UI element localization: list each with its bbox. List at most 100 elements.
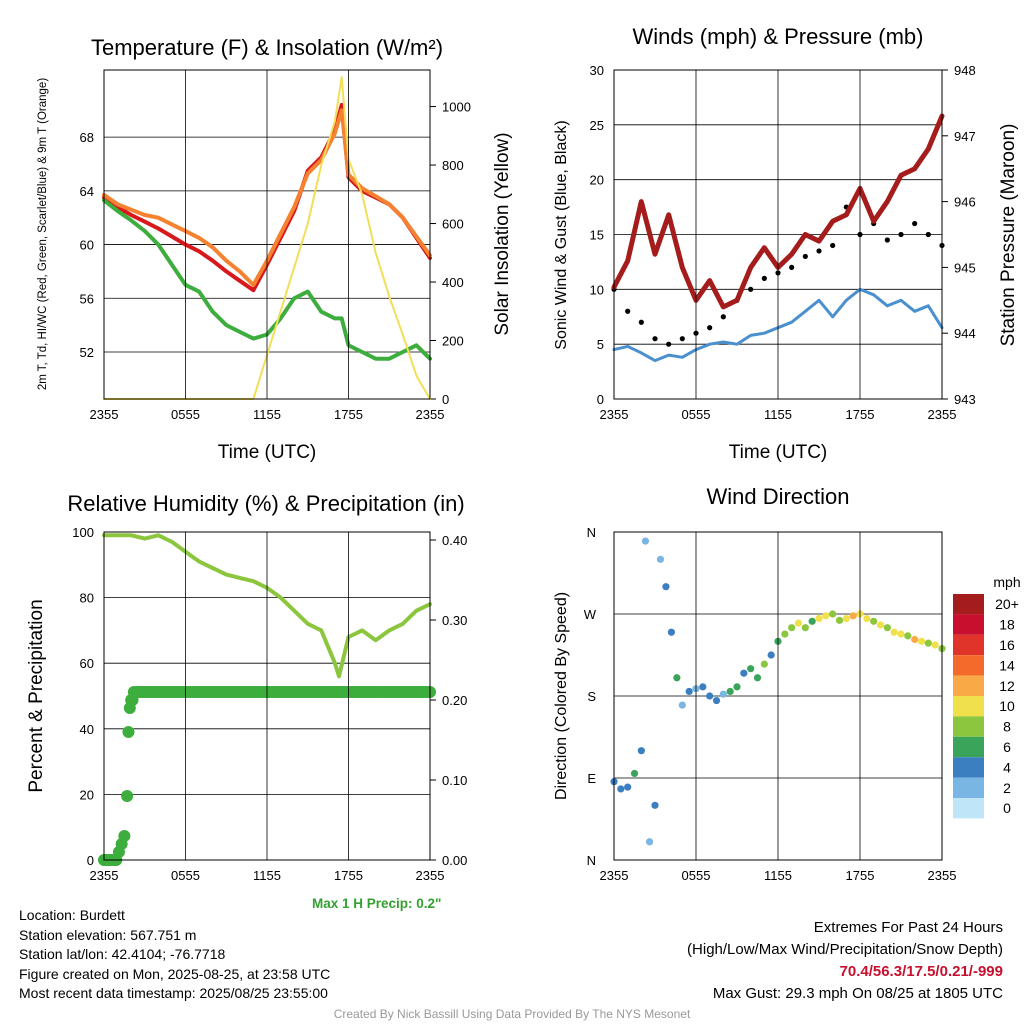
precip-point [118,830,131,842]
max-gust: Max Gust: 29.3 mph On 08/25 at 1805 UTC [712,985,1003,1002]
rh-frame [103,531,431,861]
colorbar-label: 18 [999,617,1015,633]
wdir-point [890,628,898,636]
winds-xtick-label: 1755 [846,407,875,422]
gust-point [666,341,672,347]
extremes-legend: (High/Low/Max Wind/Precipitation/Snow De… [687,941,1003,958]
temp-xtick-label: 1155 [253,407,281,422]
temp-series-9m-t [102,108,432,287]
gust-point [748,286,754,292]
precip-point [121,790,134,802]
colorbar-label: 2 [1003,780,1011,796]
winds-ytick-label: 20 [590,173,604,188]
rh-plot: 0 20 40 60 80 100 0.00 0.10 0.20 0.30 0.40 2355 0555… [72,525,467,883]
wdir-point [904,632,912,640]
winds-ytick-label: 25 [590,118,604,133]
temp-ylabel-left: 2m T, Td, HI/WC (Red, Green, Scarlet/Blu… [37,78,49,390]
wdir-xtick-label: 1755 [846,868,875,883]
temp-xlabel: Time (UTC) [218,442,317,463]
wdir-ytick-label: W [584,607,597,622]
temp-xtick-label: 1755 [334,407,363,422]
rh-ytick-label: 80 [80,591,94,606]
temp-title: Temperature (F) & Insolation (W/m²) [91,35,443,60]
wdir-point [719,690,727,698]
winds-xtick-label: 1155 [764,407,792,422]
colorbar-label: 14 [999,657,1015,673]
colorbar-swatch [953,696,984,717]
gust-point [884,237,890,243]
temp-xtick-label: 2355 [90,407,119,422]
gust-point [925,231,931,238]
wdir-xtick-label: 1155 [764,868,792,883]
colorbar-swatch [953,655,984,676]
wdir-xtick-label: 2355 [928,868,957,883]
rh-ytick-label-right: 0.20 [442,693,467,708]
rh-ytick-label-right: 0.10 [442,773,467,788]
gust-point [679,336,685,342]
rh-ytick-label-right: 0.00 [442,853,467,868]
wdir-point [931,641,939,649]
colorbar-label: 16 [999,637,1015,653]
wdir-point [637,747,645,755]
wdir-point [794,619,803,627]
figure-created: Figure created on Mon, 2025-08-25, at 23… [19,965,331,982]
wdir-point [822,612,830,620]
winds-ytick-label-right: 944 [954,326,976,341]
rh-ytick-label: 40 [80,722,94,737]
colorbar-label: 20+ [995,596,1019,612]
temp-ytick-label: 56 [80,291,94,306]
winds-ytick-label-right: 948 [954,63,976,78]
winds-xtick-label: 2355 [928,407,957,422]
wdir-point [656,555,665,563]
winds-title: Winds (mph) & Pressure (mb) [633,24,924,49]
winds-ytick-label-right: 943 [954,392,976,407]
winds-frame [613,69,943,400]
colorbar-swatch [953,675,984,696]
colorbar-label: 4 [1003,759,1011,775]
colorbar-swatch [953,757,984,778]
wdir-point [911,635,919,644]
wdir-point [829,610,837,618]
wdir-point [835,616,844,624]
rh-xtick-label: 2355 [90,868,119,883]
gust-point [830,242,836,249]
winds-xtick-label: 0555 [682,407,711,422]
rh-ytick-label: 20 [80,787,94,802]
gust-point [625,308,631,314]
wdir-point [781,630,789,638]
wdir-point [706,692,714,700]
colorbar-swatch [953,798,984,819]
temp-xtick-label: 2355 [416,407,445,422]
wdir-point [808,617,816,625]
station-elevation: Station elevation: 567.751 m [19,926,197,943]
wdir-point [712,696,721,705]
colorbar-unit: mph [993,574,1020,590]
winds-plot: 0 5 10 15 20 25 30 943 944 945 946 947 948 2355 0555 11… [590,63,976,422]
wdir-point [924,639,932,647]
gust-point [638,319,644,325]
station-latlon: Station lat/lon: 42.4104; -76.7718 [19,946,226,962]
wdir-point [630,769,639,778]
wdir-point [883,624,891,632]
rh-xtick-label: 2355 [416,868,445,883]
wdir-ytick-label: E [587,771,596,786]
wdir-ytick-label: S [587,689,596,704]
colorbar-swatch [953,736,984,758]
winds-ylabel-right: Station Pressure (Maroon) [998,124,1019,347]
wdir-point [726,687,734,696]
colorbar-label: 8 [1003,719,1011,735]
wdir-point [733,683,741,691]
credit-footer: Created By Nick Bassill Using Data Provi… [333,1007,691,1021]
gust-point [707,325,713,331]
colorbar-swatch [953,614,984,635]
gust-point [912,220,918,227]
extremes-info: Extremes For Past 24 Hours (High/Low/Max… [687,917,1003,1005]
wdir-ytick-label: N [587,525,596,540]
rh-ytick-label: 0 [87,853,94,868]
wdir-point [747,665,755,673]
temp-ytick-label: 64 [80,184,94,199]
wdir-point [678,701,686,709]
gust-point [816,248,822,254]
gust-point [652,336,658,342]
